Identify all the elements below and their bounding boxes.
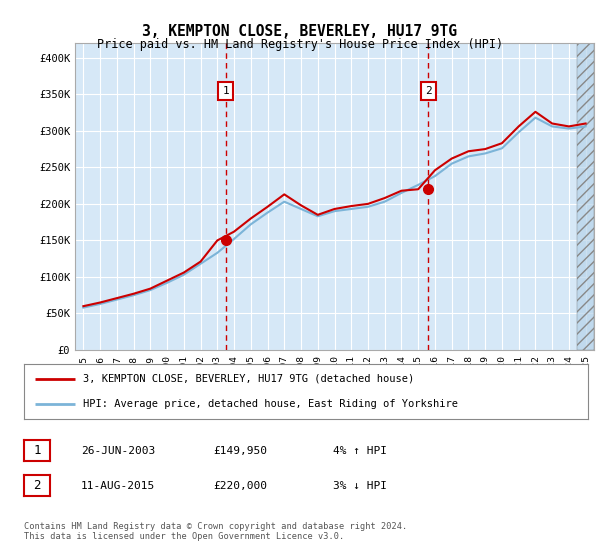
Text: Price paid vs. HM Land Registry's House Price Index (HPI): Price paid vs. HM Land Registry's House …: [97, 38, 503, 51]
Text: 11-AUG-2015: 11-AUG-2015: [81, 480, 155, 491]
Text: Contains HM Land Registry data © Crown copyright and database right 2024.
This d: Contains HM Land Registry data © Crown c…: [24, 522, 407, 542]
Text: £220,000: £220,000: [213, 480, 267, 491]
Text: 4% ↑ HPI: 4% ↑ HPI: [333, 446, 387, 456]
Text: HPI: Average price, detached house, East Riding of Yorkshire: HPI: Average price, detached house, East…: [83, 399, 458, 409]
Text: 1: 1: [34, 444, 41, 458]
Text: 1: 1: [223, 86, 229, 96]
Text: 2: 2: [34, 479, 41, 492]
Text: 3% ↓ HPI: 3% ↓ HPI: [333, 480, 387, 491]
Text: 3, KEMPTON CLOSE, BEVERLEY, HU17 9TG: 3, KEMPTON CLOSE, BEVERLEY, HU17 9TG: [143, 24, 458, 39]
Text: £149,950: £149,950: [213, 446, 267, 456]
Text: 3, KEMPTON CLOSE, BEVERLEY, HU17 9TG (detached house): 3, KEMPTON CLOSE, BEVERLEY, HU17 9TG (de…: [83, 374, 415, 384]
Text: 2: 2: [425, 86, 431, 96]
Text: 26-JUN-2003: 26-JUN-2003: [81, 446, 155, 456]
